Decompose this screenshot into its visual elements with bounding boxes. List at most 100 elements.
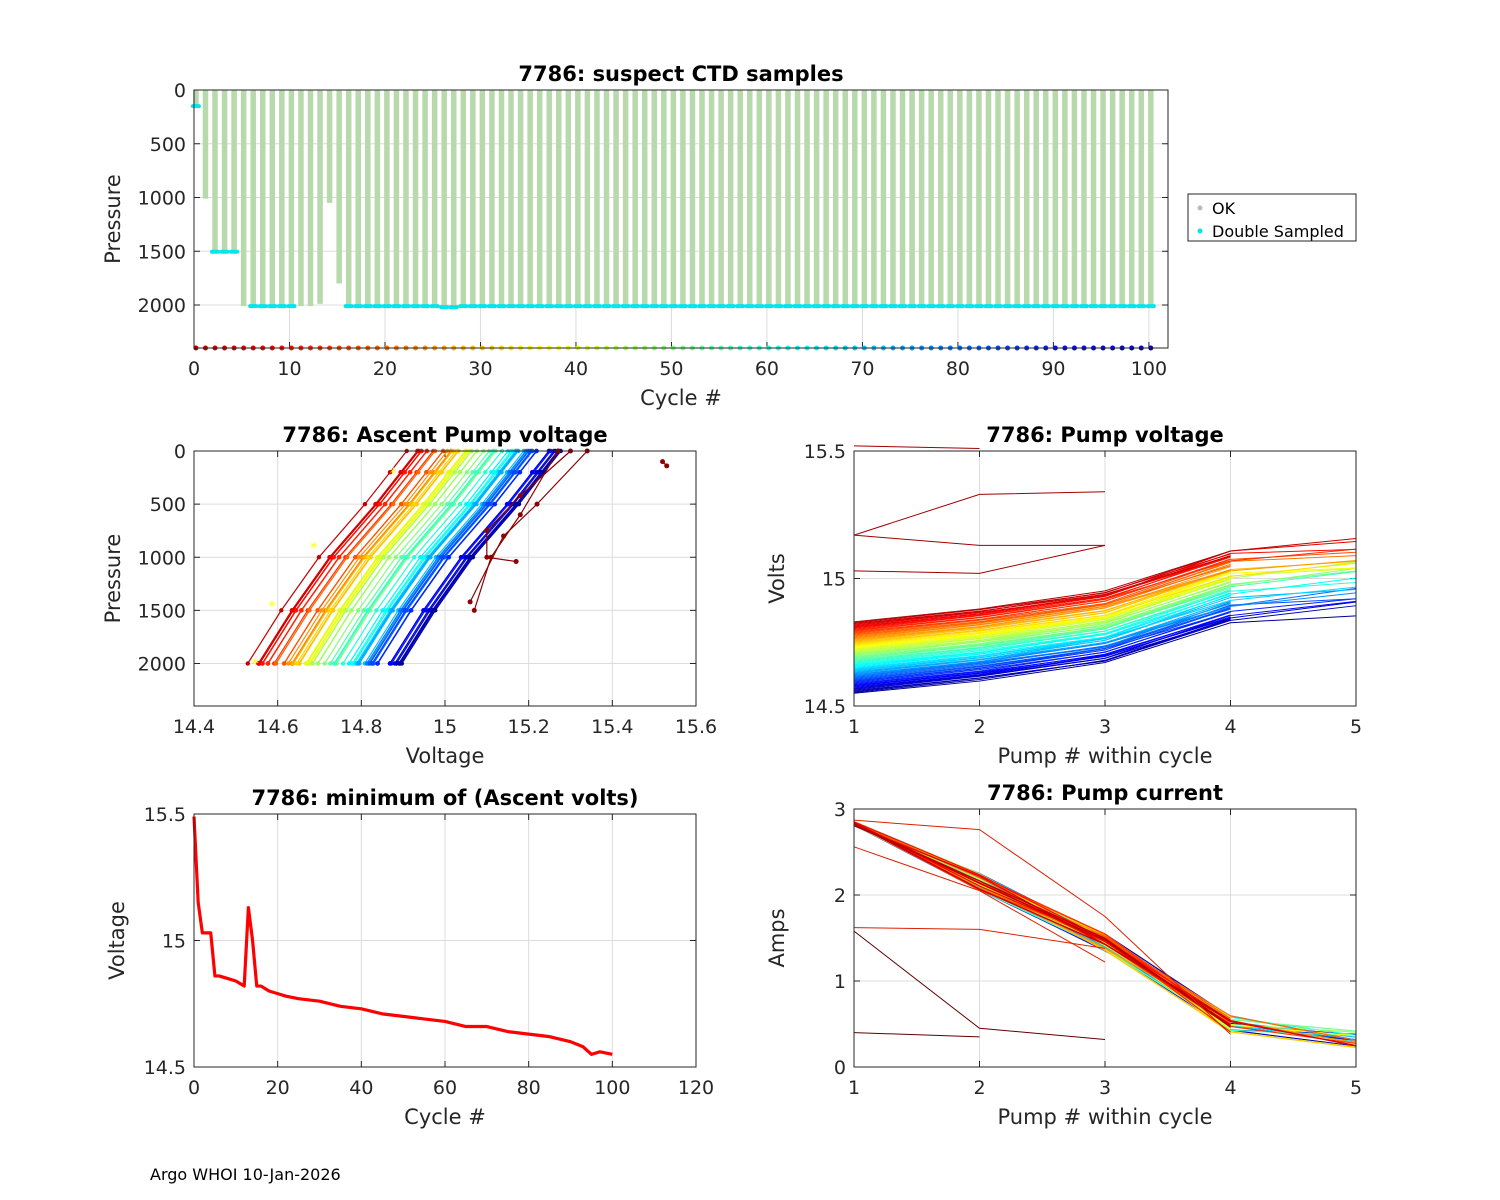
ascent-point [265,661,271,666]
ascent-point [433,608,438,613]
chart-minv: 0 20 40 60 80 100 120 14.5 15 15.5 7786: minimum o… [105,786,714,1129]
ascent-point [245,661,250,666]
ascent-profile-line [366,450,527,664]
chart-ascent: 14.4 14.6 14.8 15 15.2 15.4 15.6 0 500 1000 1500 20… [101,423,717,768]
pump-voltage-line [853,559,1357,640]
ascent-point [387,661,393,666]
ascent-point [517,493,523,499]
pump-voltage-line [853,537,1357,624]
ascent-point [355,608,361,613]
ascent-point [260,661,265,666]
pump-voltage-line [853,582,1357,664]
ascent-profile-line [262,450,423,664]
ascent-point [534,501,540,507]
y-tick-label: 3 [834,799,846,821]
ascent-point [279,608,284,613]
ascent-point [365,608,370,613]
x-tick-label: 15.4 [591,716,633,738]
y-tick-label: 0 [174,441,186,463]
ascent-profile-line [287,450,448,664]
ascent-point [289,608,294,613]
ascent-point [408,608,413,613]
axes-frame [853,450,1357,707]
ascent-point [362,501,368,507]
ascent-point [374,608,379,613]
ascent-point [392,661,398,666]
legend-label: Double Sampled [1212,222,1344,241]
ascent-profile-line [311,450,472,664]
pump-voltage-line [853,605,1357,692]
x-tick-label: 120 [678,1077,714,1099]
ascent-profile-line [259,450,420,664]
x-tick-label: 50 [659,358,683,380]
x-tick-label: 20 [266,1077,290,1099]
ascent-point [353,555,358,560]
chart-title: 7786: Ascent Pump voltage [282,423,607,447]
x-tick-label: 3 [1099,716,1111,738]
y-tick-label: 15 [162,931,186,953]
ascent-point [291,661,296,666]
ascent-point [355,661,361,666]
ascent-point [492,501,497,507]
ascent-point [349,608,354,613]
legend-marker [1197,205,1203,211]
y-tick-label: 15 [822,569,846,591]
ascent-profile-line [273,450,434,664]
ascent-point [517,470,522,475]
ascent-profile-line [372,450,533,664]
y-tick-label: 1500 [138,600,186,622]
ascent-point [338,608,343,613]
ascent-point [513,559,519,564]
y-axis-label: Voltage [105,901,129,980]
ascent-point [381,555,386,560]
ascent-point [340,661,346,666]
ascent-point [411,555,417,560]
ascent-point [452,470,457,475]
pump-current-early-line [853,846,1106,963]
ascent-point [449,501,454,507]
ascent-point [346,661,352,666]
ascent-profile-line [308,450,469,664]
ascent-point [324,608,330,613]
ascent-point [498,470,503,475]
legend-label: OK [1212,199,1236,218]
ascent-point [421,501,427,507]
chart-title: 7786: Pump current [987,781,1223,805]
axes-frame [193,89,1169,349]
plot-data [190,90,1156,351]
ascent-point [416,470,421,475]
ascent-point [293,608,299,613]
ascent-profile-line [351,450,512,664]
ascent-point [365,555,371,560]
axes-frame [193,813,697,1068]
ascent-profile-line [368,450,529,664]
pump-voltage-early-line [853,544,1106,574]
pump-voltage-line [853,600,1357,686]
ascent-point [380,608,385,613]
ascent-point [362,555,367,560]
x-tick-label: 80 [517,1077,541,1099]
ascent-profile-line [398,450,559,664]
ascent-profile-line [324,450,485,664]
ascent-profile-line [353,450,514,664]
pump-voltage-line [853,607,1231,682]
ascent-profile-line [247,450,408,664]
y-tick-label: 15.5 [144,804,186,826]
yellow-star-marker: * [268,599,275,615]
ascent-profile-line [389,450,550,664]
pump-voltage-line [853,578,1231,653]
pump-voltage-line [853,569,1231,644]
ascent-profile-line [291,450,452,664]
ascent-point [464,501,469,507]
ascent-profile-line [364,450,525,664]
chart-title: 7786: Pump voltage [986,423,1224,447]
ascent-profile-line [267,450,428,664]
pump-voltage-line [853,592,1231,668]
pump-current-early-line [853,930,1106,1040]
ascent-point [463,555,469,560]
ascent-point [331,661,337,666]
x-tick-label: 5 [1350,716,1362,738]
x-axis-label: Voltage [406,744,485,768]
